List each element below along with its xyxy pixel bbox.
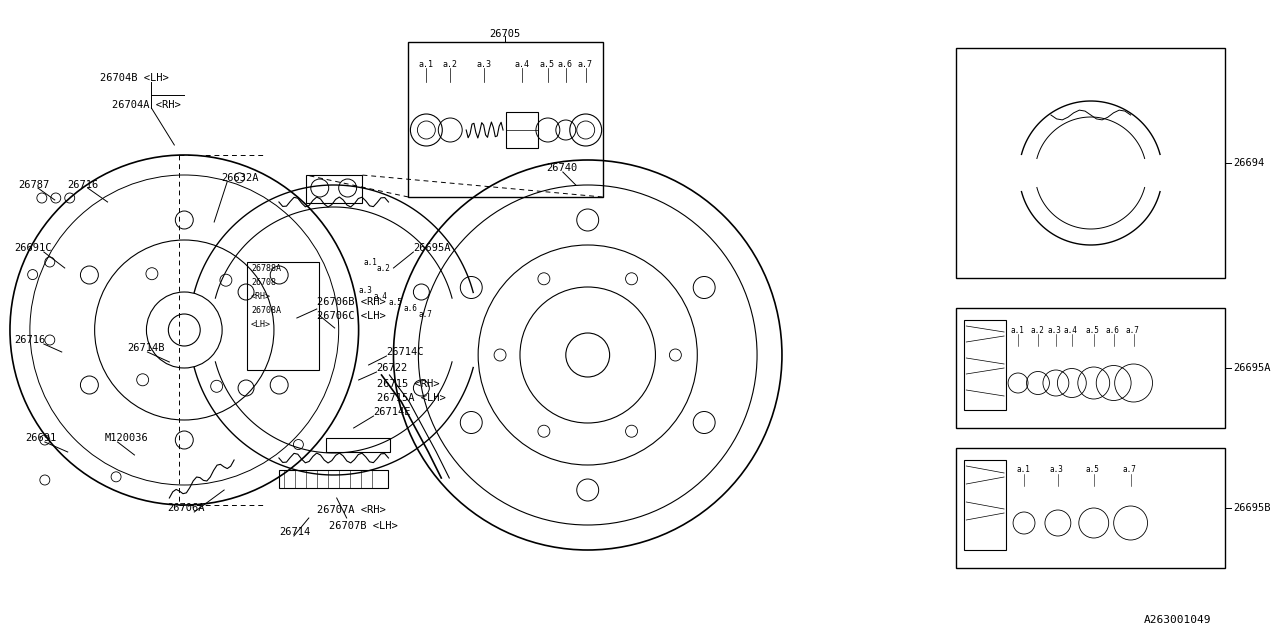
Text: a.4: a.4 (374, 291, 388, 301)
Text: a.2: a.2 (443, 60, 457, 68)
Text: 26740: 26740 (545, 163, 577, 173)
Bar (247, 262, 319, 370)
Bar (956, 308, 1225, 428)
Text: a.4: a.4 (515, 60, 529, 68)
Text: a.1: a.1 (1010, 326, 1024, 335)
Text: a.7: a.7 (419, 310, 433, 319)
Text: 26716: 26716 (14, 335, 45, 345)
Text: 26716: 26716 (68, 180, 99, 190)
Bar (956, 448, 1225, 568)
Text: 26707A <RH>: 26707A <RH> (316, 505, 385, 515)
Text: a.5: a.5 (389, 298, 402, 307)
Text: a.5: a.5 (1085, 326, 1100, 335)
Text: <RH>: <RH> (251, 291, 271, 301)
Text: a.7: a.7 (1125, 326, 1139, 335)
Text: a.4: a.4 (1064, 326, 1078, 335)
Text: 26706B <RH>: 26706B <RH> (316, 297, 385, 307)
Text: 26708: 26708 (251, 278, 276, 287)
Text: 26691: 26691 (24, 433, 56, 443)
Bar (325, 438, 390, 452)
Text: 26694: 26694 (1233, 158, 1265, 168)
Text: 26705: 26705 (489, 29, 521, 39)
Bar (506, 112, 538, 148)
Text: a.3: a.3 (1050, 465, 1064, 474)
Text: 26695B: 26695B (1233, 503, 1271, 513)
Text: a.6: a.6 (558, 60, 573, 68)
Text: a.2: a.2 (1030, 326, 1044, 335)
Text: 26691C: 26691C (14, 243, 51, 253)
Text: 26788A: 26788A (251, 264, 282, 273)
Text: a.7: a.7 (1123, 465, 1137, 474)
Text: 26715A <LH>: 26715A <LH> (376, 393, 445, 403)
Bar (964, 320, 1006, 410)
Text: 26714: 26714 (279, 527, 310, 537)
Text: a.5: a.5 (540, 60, 556, 68)
Text: 26706C <LH>: 26706C <LH> (316, 311, 385, 321)
Text: 26704B <LH>: 26704B <LH> (100, 73, 169, 83)
Bar (964, 460, 1006, 550)
Text: 26695A: 26695A (1233, 363, 1271, 373)
Text: 26707B <LH>: 26707B <LH> (329, 521, 398, 531)
Text: 26714B: 26714B (128, 343, 165, 353)
Text: 26706A: 26706A (168, 503, 205, 513)
Text: a.3: a.3 (1048, 326, 1062, 335)
Text: a.1: a.1 (419, 60, 434, 68)
Text: 26632A: 26632A (221, 173, 259, 183)
Text: <LH>: <LH> (251, 319, 271, 328)
Text: a.6: a.6 (403, 303, 417, 312)
Text: a.6: a.6 (1106, 326, 1120, 335)
Text: M120036: M120036 (105, 433, 148, 443)
Text: 26695A: 26695A (413, 243, 451, 253)
Text: 26714C: 26714C (387, 347, 424, 357)
Text: a.7: a.7 (577, 60, 593, 68)
Bar (306, 175, 361, 203)
Text: 26714E: 26714E (374, 407, 411, 417)
Text: 26715 <RH>: 26715 <RH> (376, 379, 439, 389)
Text: a.3: a.3 (476, 60, 492, 68)
Bar (956, 48, 1225, 278)
Text: a.1: a.1 (1016, 465, 1030, 474)
Bar (408, 42, 603, 197)
Text: a.1: a.1 (364, 257, 378, 266)
Text: 26704A <RH>: 26704A <RH> (111, 100, 180, 110)
Text: 26787: 26787 (18, 180, 49, 190)
Text: 26722: 26722 (376, 363, 408, 373)
Text: a.5: a.5 (1085, 465, 1100, 474)
Text: A263001049: A263001049 (1143, 615, 1211, 625)
Text: 26708A: 26708A (251, 305, 282, 314)
Text: a.2: a.2 (376, 264, 390, 273)
Text: a.3: a.3 (358, 285, 372, 294)
Bar (279, 470, 389, 488)
